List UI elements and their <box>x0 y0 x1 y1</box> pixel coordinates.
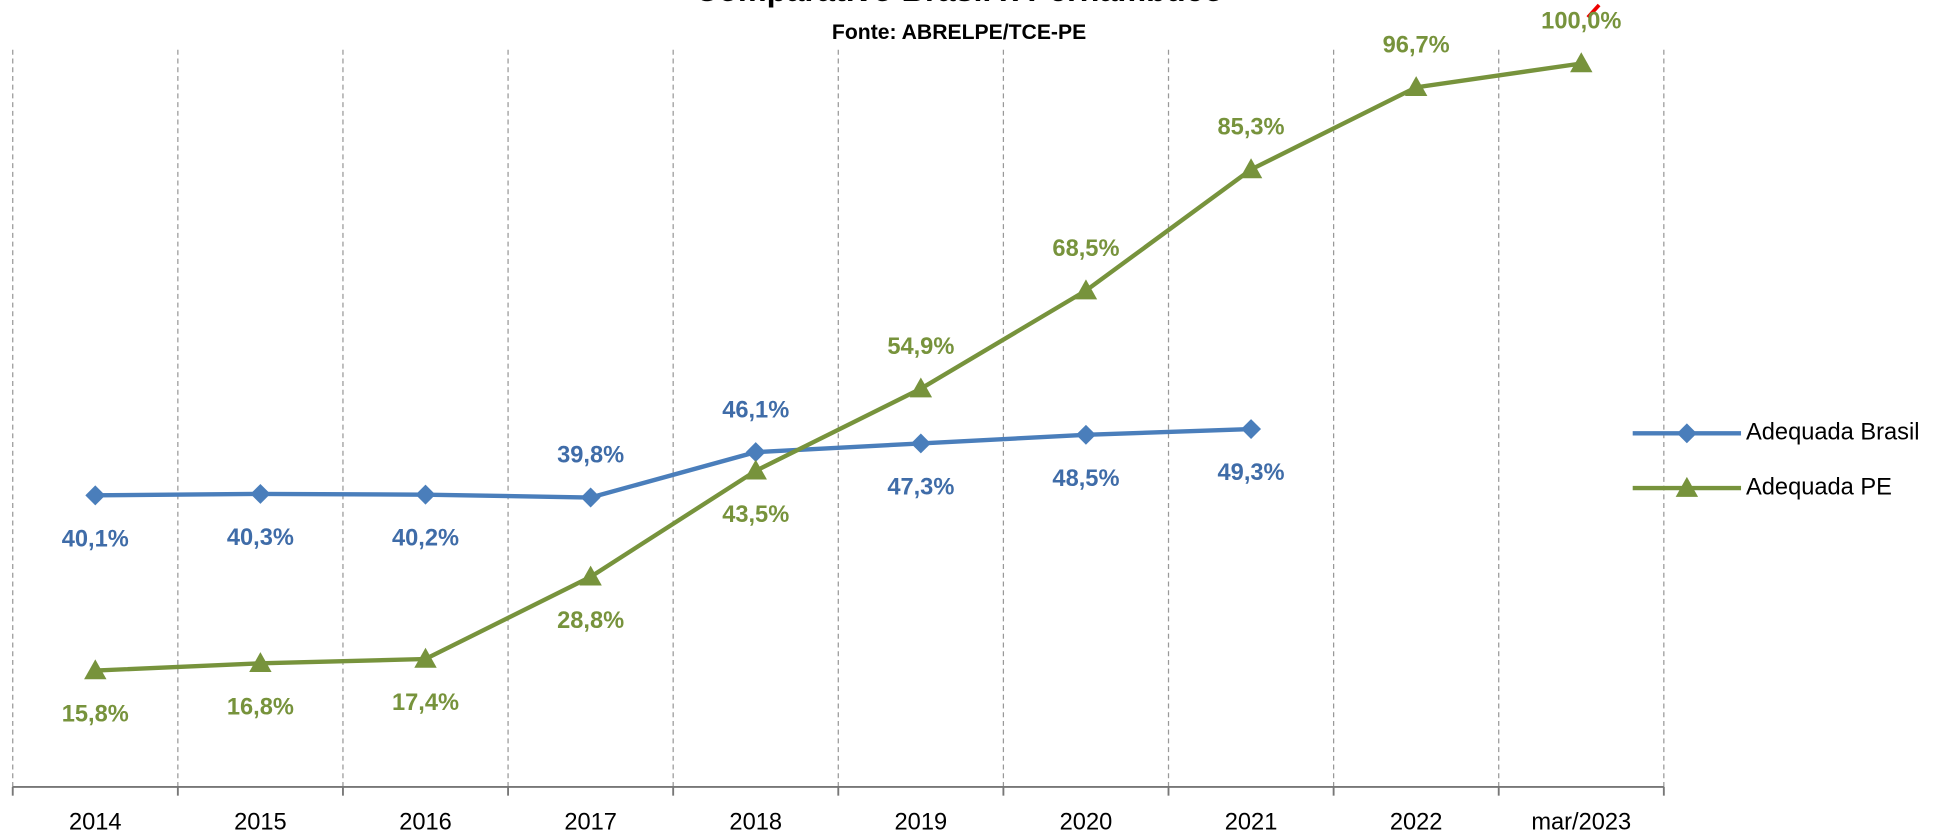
data-label: 40,3% <box>227 525 294 551</box>
marker <box>415 484 436 505</box>
x-tick-label: 2022 <box>1390 809 1443 835</box>
marker <box>745 442 766 463</box>
data-label: 46,1% <box>722 397 789 423</box>
data-label: 85,3% <box>1218 115 1285 141</box>
chart-subtitle: Fonte: ABRELPE/TCE-PE <box>832 21 1086 44</box>
marker <box>1239 158 1263 179</box>
marker <box>1570 52 1593 73</box>
x-tick-label: 2020 <box>1060 809 1113 835</box>
legend-marker <box>1675 476 1699 497</box>
data-label: 40,1% <box>62 526 129 552</box>
data-label: 39,8% <box>557 443 624 469</box>
x-tick-label: 2014 <box>69 809 122 835</box>
marker <box>84 659 107 680</box>
legend-label: Adequada Brasil <box>1746 420 1919 446</box>
data-label: 28,8% <box>557 608 624 634</box>
data-label: 48,5% <box>1052 466 1119 492</box>
series-line <box>95 426 1252 500</box>
marker <box>249 652 272 673</box>
chart-title: Comparativo Brasil x Pernambuco <box>695 0 1224 8</box>
marker <box>1241 419 1262 439</box>
data-label: 100,0% <box>1541 9 1621 35</box>
data-label: 49,3% <box>1218 460 1285 486</box>
red-mark <box>1586 3 1601 19</box>
marker <box>1404 76 1428 97</box>
x-tick-label: 2019 <box>895 809 948 835</box>
x-tick-label: 2016 <box>399 809 452 835</box>
marker <box>580 487 601 508</box>
marker <box>414 647 437 668</box>
marker <box>1074 279 1098 300</box>
data-label: 15,8% <box>62 702 129 728</box>
data-label: 54,9% <box>887 334 954 360</box>
marker <box>744 459 767 480</box>
x-tick-label: 2017 <box>564 809 617 835</box>
data-label: 43,5% <box>722 502 789 528</box>
marker <box>85 485 106 506</box>
x-tick-label: 2021 <box>1225 809 1278 835</box>
data-label: 47,3% <box>887 475 954 501</box>
marker <box>1075 424 1096 445</box>
legend-label: Adequada PE <box>1746 474 1892 500</box>
series-line <box>95 61 1582 673</box>
marker <box>910 433 931 454</box>
x-tick-label: mar/2023 <box>1531 809 1631 835</box>
x-tick-label: 2018 <box>729 809 782 835</box>
data-label: 68,5% <box>1052 236 1119 262</box>
marker <box>909 377 933 398</box>
data-label: 16,8% <box>227 694 294 720</box>
data-label: 17,4% <box>392 690 459 716</box>
data-label: 40,2% <box>392 526 459 552</box>
legend-marker <box>1676 423 1697 444</box>
marker <box>250 483 271 504</box>
data-label: 96,7% <box>1383 32 1450 58</box>
x-tick-label: 2015 <box>234 809 287 835</box>
marker <box>579 565 602 586</box>
